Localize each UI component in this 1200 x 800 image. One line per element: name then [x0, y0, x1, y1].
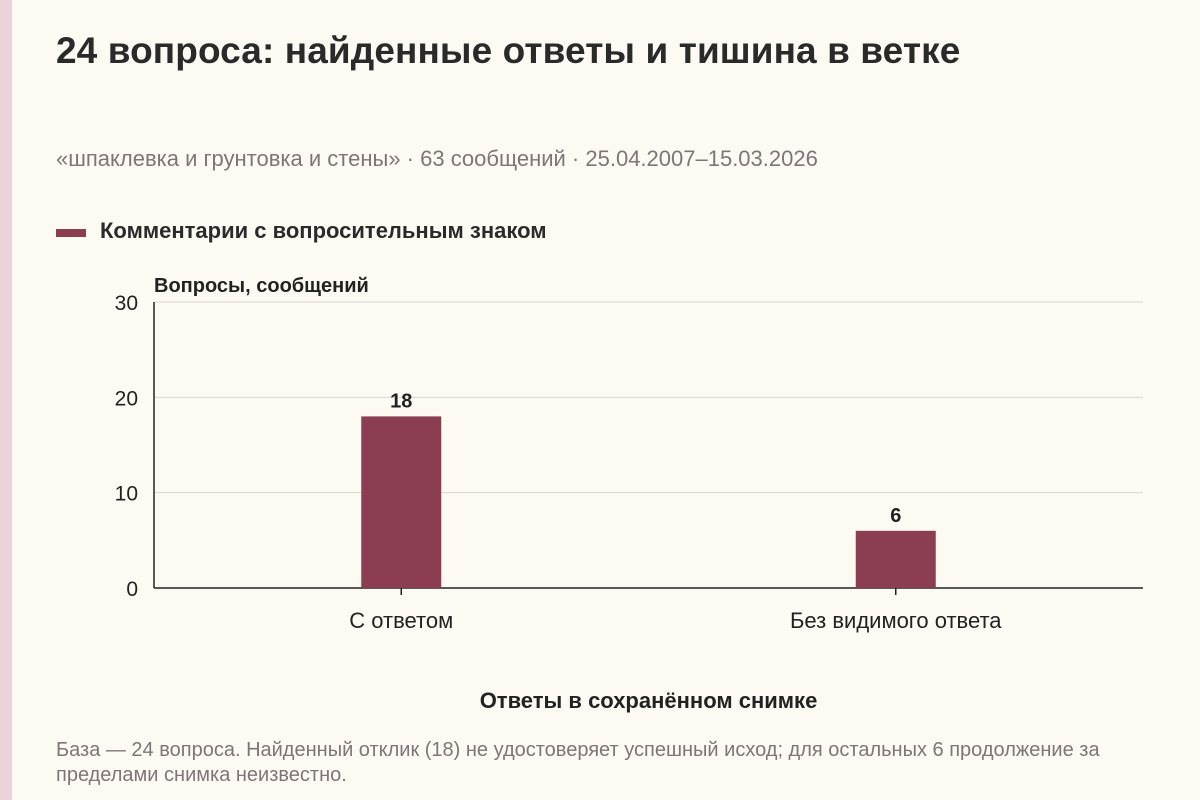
bar [855, 530, 936, 588]
x-axis-title: Ответы в сохранённом снимке [480, 688, 818, 713]
legend: Комментарии с вопросительным знаком [56, 218, 547, 244]
legend-label: Комментарии с вопросительным знаком [100, 218, 547, 243]
y-tick-label: 30 [115, 292, 138, 315]
bar-value-label: 18 [390, 390, 412, 412]
chart-title: 24 вопроса: найденные ответы и тишина в … [56, 30, 961, 71]
chart-subtitle: «шпаклевка и грунтовка и стены» · 63 соо… [56, 146, 818, 171]
x-category-label: С ответом [349, 608, 453, 633]
x-category-label: Без видимого ответа [790, 608, 1002, 633]
accent-strip [0, 0, 12, 800]
y-axis-title: Вопросы, сообщений [154, 275, 369, 297]
y-tick-label: 10 [115, 483, 138, 506]
bar-chart: Вопросы, сообщений 0 10 20 30 18 С ответом 6 Без… [115, 275, 1143, 713]
legend-swatch [56, 229, 86, 237]
footnote: База — 24 вопроса. Найденный отклик (18)… [56, 739, 1100, 786]
bar [361, 416, 442, 588]
y-tick-label: 20 [115, 387, 138, 410]
y-tick-label: 0 [126, 578, 138, 601]
bar-value-label: 6 [890, 505, 901, 527]
